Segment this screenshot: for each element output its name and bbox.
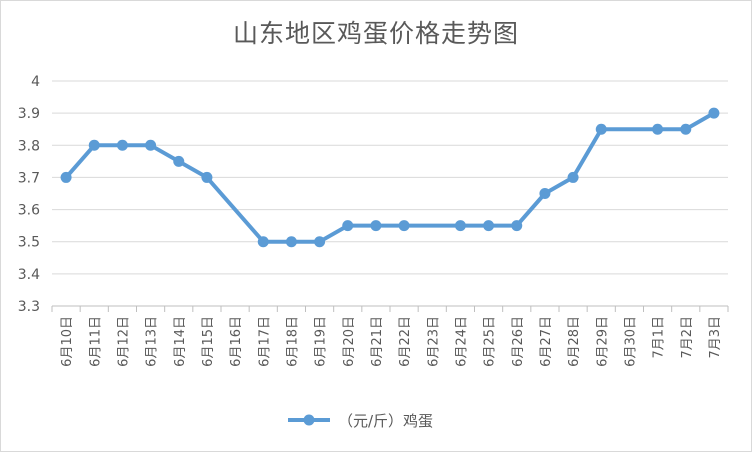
data-point [454, 220, 466, 232]
data-point [145, 139, 157, 151]
x-tick-label: 6月11日 [88, 316, 103, 367]
x-tick-label: 7月2日 [680, 316, 695, 359]
data-point [285, 236, 297, 248]
x-tick-label: 6月17日 [257, 316, 272, 367]
x-tick-label: 6月21日 [370, 316, 385, 367]
x-tick-label: 6月12日 [116, 316, 131, 367]
y-tick-label: 4 [31, 74, 40, 90]
y-axis-tick-labels: 3.3 3.4 3.5 3.6 3.7 3.8 3.9 4 [18, 74, 40, 315]
x-tick-label: 6月26日 [511, 316, 526, 367]
x-tick-label: 6月24日 [454, 316, 469, 367]
x-tick-label: 6月28日 [567, 316, 582, 367]
y-tick-label: 3.4 [18, 267, 40, 283]
x-tick-label: 6月16日 [229, 316, 244, 367]
x-tick-label: 6月23日 [426, 316, 441, 367]
x-tick-label: 6月30日 [623, 316, 638, 367]
legend: （元/斤）鸡蛋 [288, 412, 433, 430]
data-point [314, 236, 326, 248]
data-point [116, 139, 128, 151]
data-point [567, 171, 579, 183]
x-tick-label: 7月3日 [708, 316, 723, 359]
chart-title: 山东地区鸡蛋价格走势图 [232, 19, 519, 48]
x-tick-label: 6月27日 [539, 316, 554, 367]
y-tick-label: 3.9 [18, 106, 40, 122]
x-tick-label: 6月20日 [342, 316, 357, 367]
x-tick-label: 6月22日 [398, 316, 413, 367]
data-point [398, 220, 410, 232]
x-tick-label: 6月10日 [60, 316, 75, 367]
y-tick-label: 3.7 [18, 170, 40, 186]
x-tick-label: 6月19日 [314, 316, 329, 367]
y-tick-label: 3.8 [18, 138, 40, 154]
x-tick-label: 6月18日 [285, 316, 300, 367]
data-point [708, 107, 720, 119]
data-point [342, 220, 354, 232]
y-tick-label: 3.6 [18, 203, 40, 219]
x-tick-label: 6月25日 [483, 316, 498, 367]
legend-label: （元/斤）鸡蛋 [338, 412, 433, 430]
x-tick-label: 6月14日 [173, 316, 188, 367]
data-point [370, 220, 382, 232]
data-point [483, 220, 495, 232]
x-axis-tick-labels: 6月10日 6月11日 6月12日 6月13日 6月14日 6月15日 6月16日 6月17日… [60, 316, 723, 367]
data-point [60, 171, 72, 183]
data-point [201, 171, 213, 183]
data-point [595, 123, 607, 135]
data-point [652, 123, 664, 135]
y-tick-label: 3.3 [18, 299, 40, 315]
x-axis [51, 306, 729, 312]
legend-marker [303, 414, 315, 426]
x-tick-label: 6月15日 [201, 316, 216, 367]
data-point [88, 139, 100, 151]
data-point [511, 220, 523, 232]
x-tick-label: 6月29日 [595, 316, 610, 367]
grid-lines [52, 80, 728, 307]
y-tick-label: 3.5 [18, 235, 40, 251]
data-point [680, 123, 692, 135]
data-points [60, 107, 720, 248]
data-point [173, 155, 185, 167]
data-point [539, 188, 551, 199]
x-tick-label: 6月13日 [145, 316, 160, 367]
x-tick-label: 7月1日 [652, 316, 667, 359]
data-point [257, 236, 269, 248]
